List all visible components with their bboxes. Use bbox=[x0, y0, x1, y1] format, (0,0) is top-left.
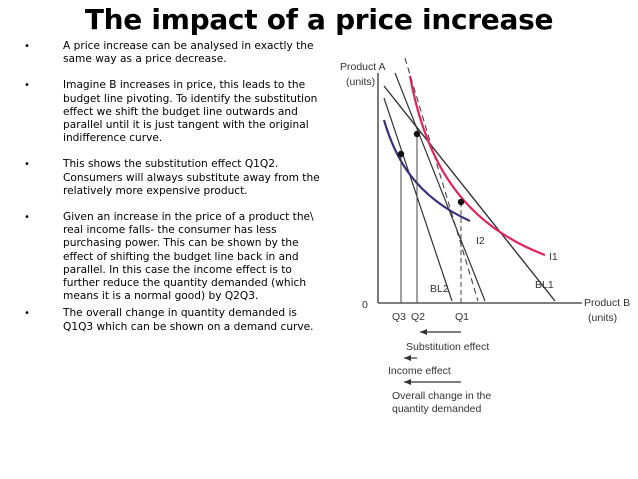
budget-line-bl1 bbox=[383, 85, 556, 302]
substitution-effect-label: Substitution effect bbox=[406, 341, 489, 353]
bullet-text: A price increase can be analysed in exac… bbox=[63, 40, 314, 66]
bullet-list: • A price increase can be analysed in ex… bbox=[10, 40, 320, 334]
slide-title: The impact of a price increase bbox=[84, 3, 554, 36]
bullet-dot-icon: • bbox=[24, 41, 30, 52]
bl2-label: BL2 bbox=[430, 283, 449, 295]
bullet-text: This shows the substitution effect Q1Q2.… bbox=[63, 158, 320, 197]
bullet-item: • This shows the substitution effect Q1Q… bbox=[10, 158, 320, 198]
shifted-budget-line bbox=[394, 72, 486, 302]
overall-change-label-line1: Overall change in the bbox=[392, 390, 491, 402]
bullet-dot-icon: • bbox=[24, 80, 30, 92]
i2-label: I2 bbox=[476, 235, 485, 247]
bullet-dot-icon: • bbox=[24, 308, 30, 320]
overall-change-label-line2: quantity demanded bbox=[392, 403, 481, 415]
tangency-point-q3 bbox=[397, 150, 405, 158]
tangency-point-q1 bbox=[457, 198, 465, 206]
income-effect-label: Income effect bbox=[388, 365, 451, 377]
indifference-curve-i2 bbox=[382, 119, 471, 223]
bullet-text: Given an increase in the price of a prod… bbox=[63, 211, 314, 303]
bullet-text: Imagine B increases in price, this leads… bbox=[63, 79, 318, 145]
tangency-point-q2 bbox=[413, 130, 421, 138]
budget-line-bl2 bbox=[383, 97, 453, 302]
origin-label: 0 bbox=[362, 299, 368, 311]
bullet-item: • Given an increase in the price of a pr… bbox=[10, 211, 320, 303]
x-axis-unit-label: (units) bbox=[588, 312, 617, 324]
bullet-item: • Imagine B increases in price, this lea… bbox=[10, 79, 320, 145]
dashed-budget-line bbox=[404, 57, 479, 302]
bullet-dot-icon: • bbox=[24, 159, 30, 171]
indifference-curve-i1 bbox=[408, 75, 546, 257]
y-axis-unit-label: (units) bbox=[346, 76, 375, 88]
q2-label: Q2 bbox=[411, 311, 425, 323]
i1-label: I1 bbox=[549, 251, 558, 263]
bullet-dot-icon: • bbox=[24, 212, 30, 224]
y-axis-label: Product A bbox=[340, 61, 386, 73]
bullet-item: • The overall change in quantity demande… bbox=[10, 307, 320, 333]
bullet-item: • A price increase can be analysed in ex… bbox=[10, 40, 320, 66]
x-axis-label: Product B bbox=[584, 297, 630, 309]
budget-line-diagram: Product A (units) Product B (units) 0 I1… bbox=[340, 57, 630, 415]
q1-label: Q1 bbox=[455, 311, 469, 323]
bullet-text: The overall change in quantity demanded … bbox=[63, 307, 314, 333]
bl1-label: BL1 bbox=[535, 279, 554, 291]
q3-label: Q3 bbox=[392, 311, 406, 323]
